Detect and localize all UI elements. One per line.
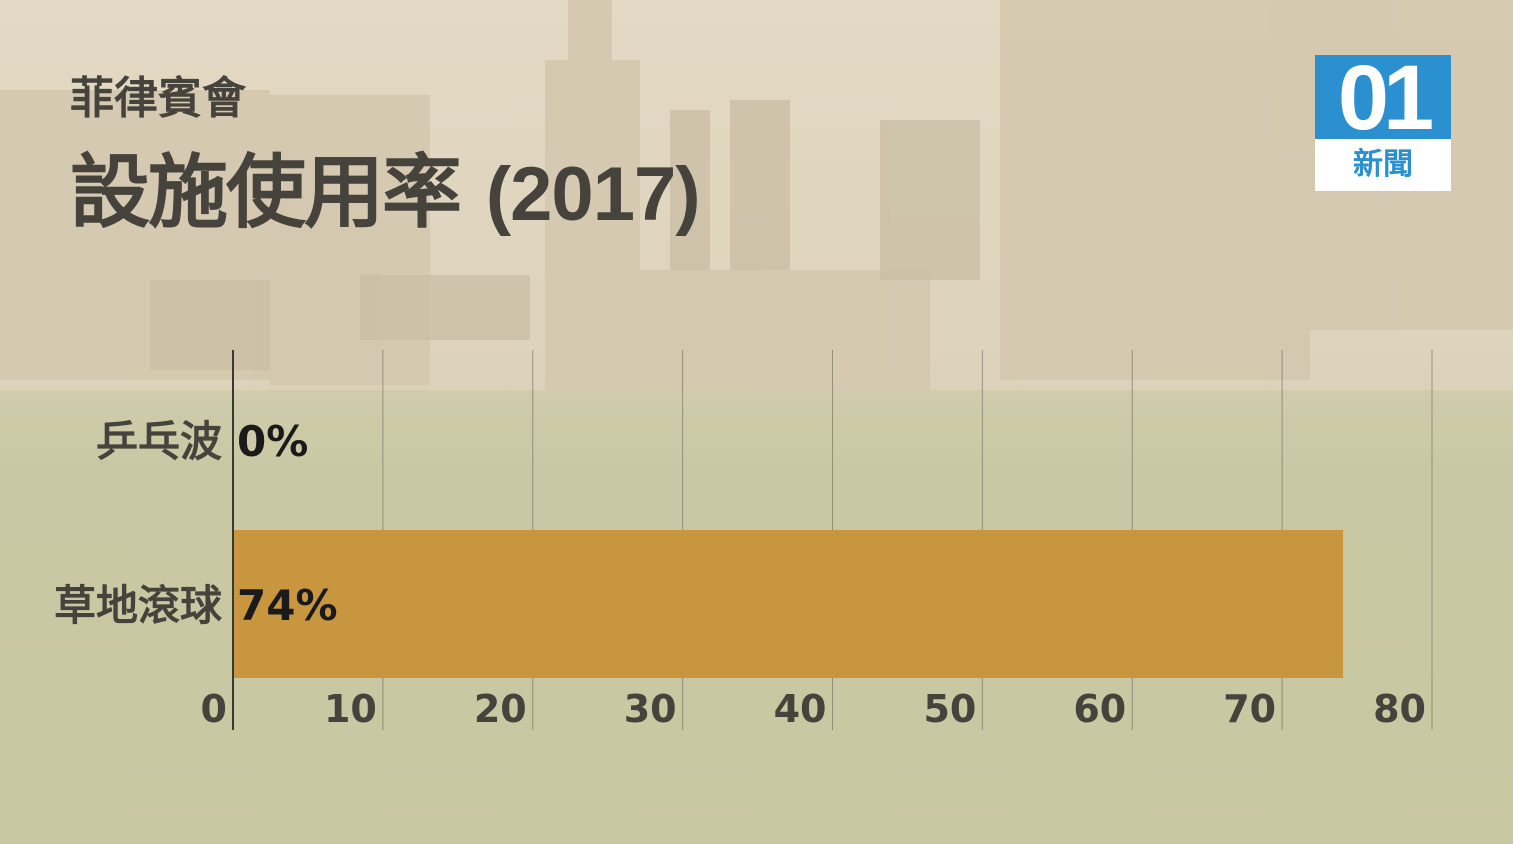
category-label: 草地滾球	[54, 581, 223, 630]
x-tick-label: 60	[1073, 687, 1126, 731]
x-tick-label: 20	[474, 687, 527, 731]
data-label: 74%	[237, 581, 338, 630]
logo-blue-block	[1315, 55, 1451, 139]
logo-text: 新聞	[1353, 147, 1413, 182]
category-label: 乒乓波	[96, 417, 222, 466]
hk01-logo: 01 新聞	[1315, 47, 1451, 191]
title-year: (2017)	[485, 152, 701, 237]
chart-subtitle: 菲律賓會	[70, 73, 246, 124]
title-main: 設施使用率	[70, 146, 462, 239]
x-tick-label: 10	[324, 687, 377, 731]
x-tick-label: 80	[1373, 687, 1426, 731]
data-label: 0%	[237, 417, 308, 466]
bar	[234, 530, 1344, 678]
logo-number: 01	[1337, 47, 1434, 149]
x-tick-label: 40	[774, 687, 827, 731]
x-tick-label: 70	[1223, 687, 1276, 731]
chart-title: 設施使用率 (2017)	[70, 128, 701, 244]
x-tick-label: 30	[624, 687, 677, 731]
x-tick-label: 0	[201, 687, 227, 731]
x-tick-label: 50	[923, 687, 976, 731]
